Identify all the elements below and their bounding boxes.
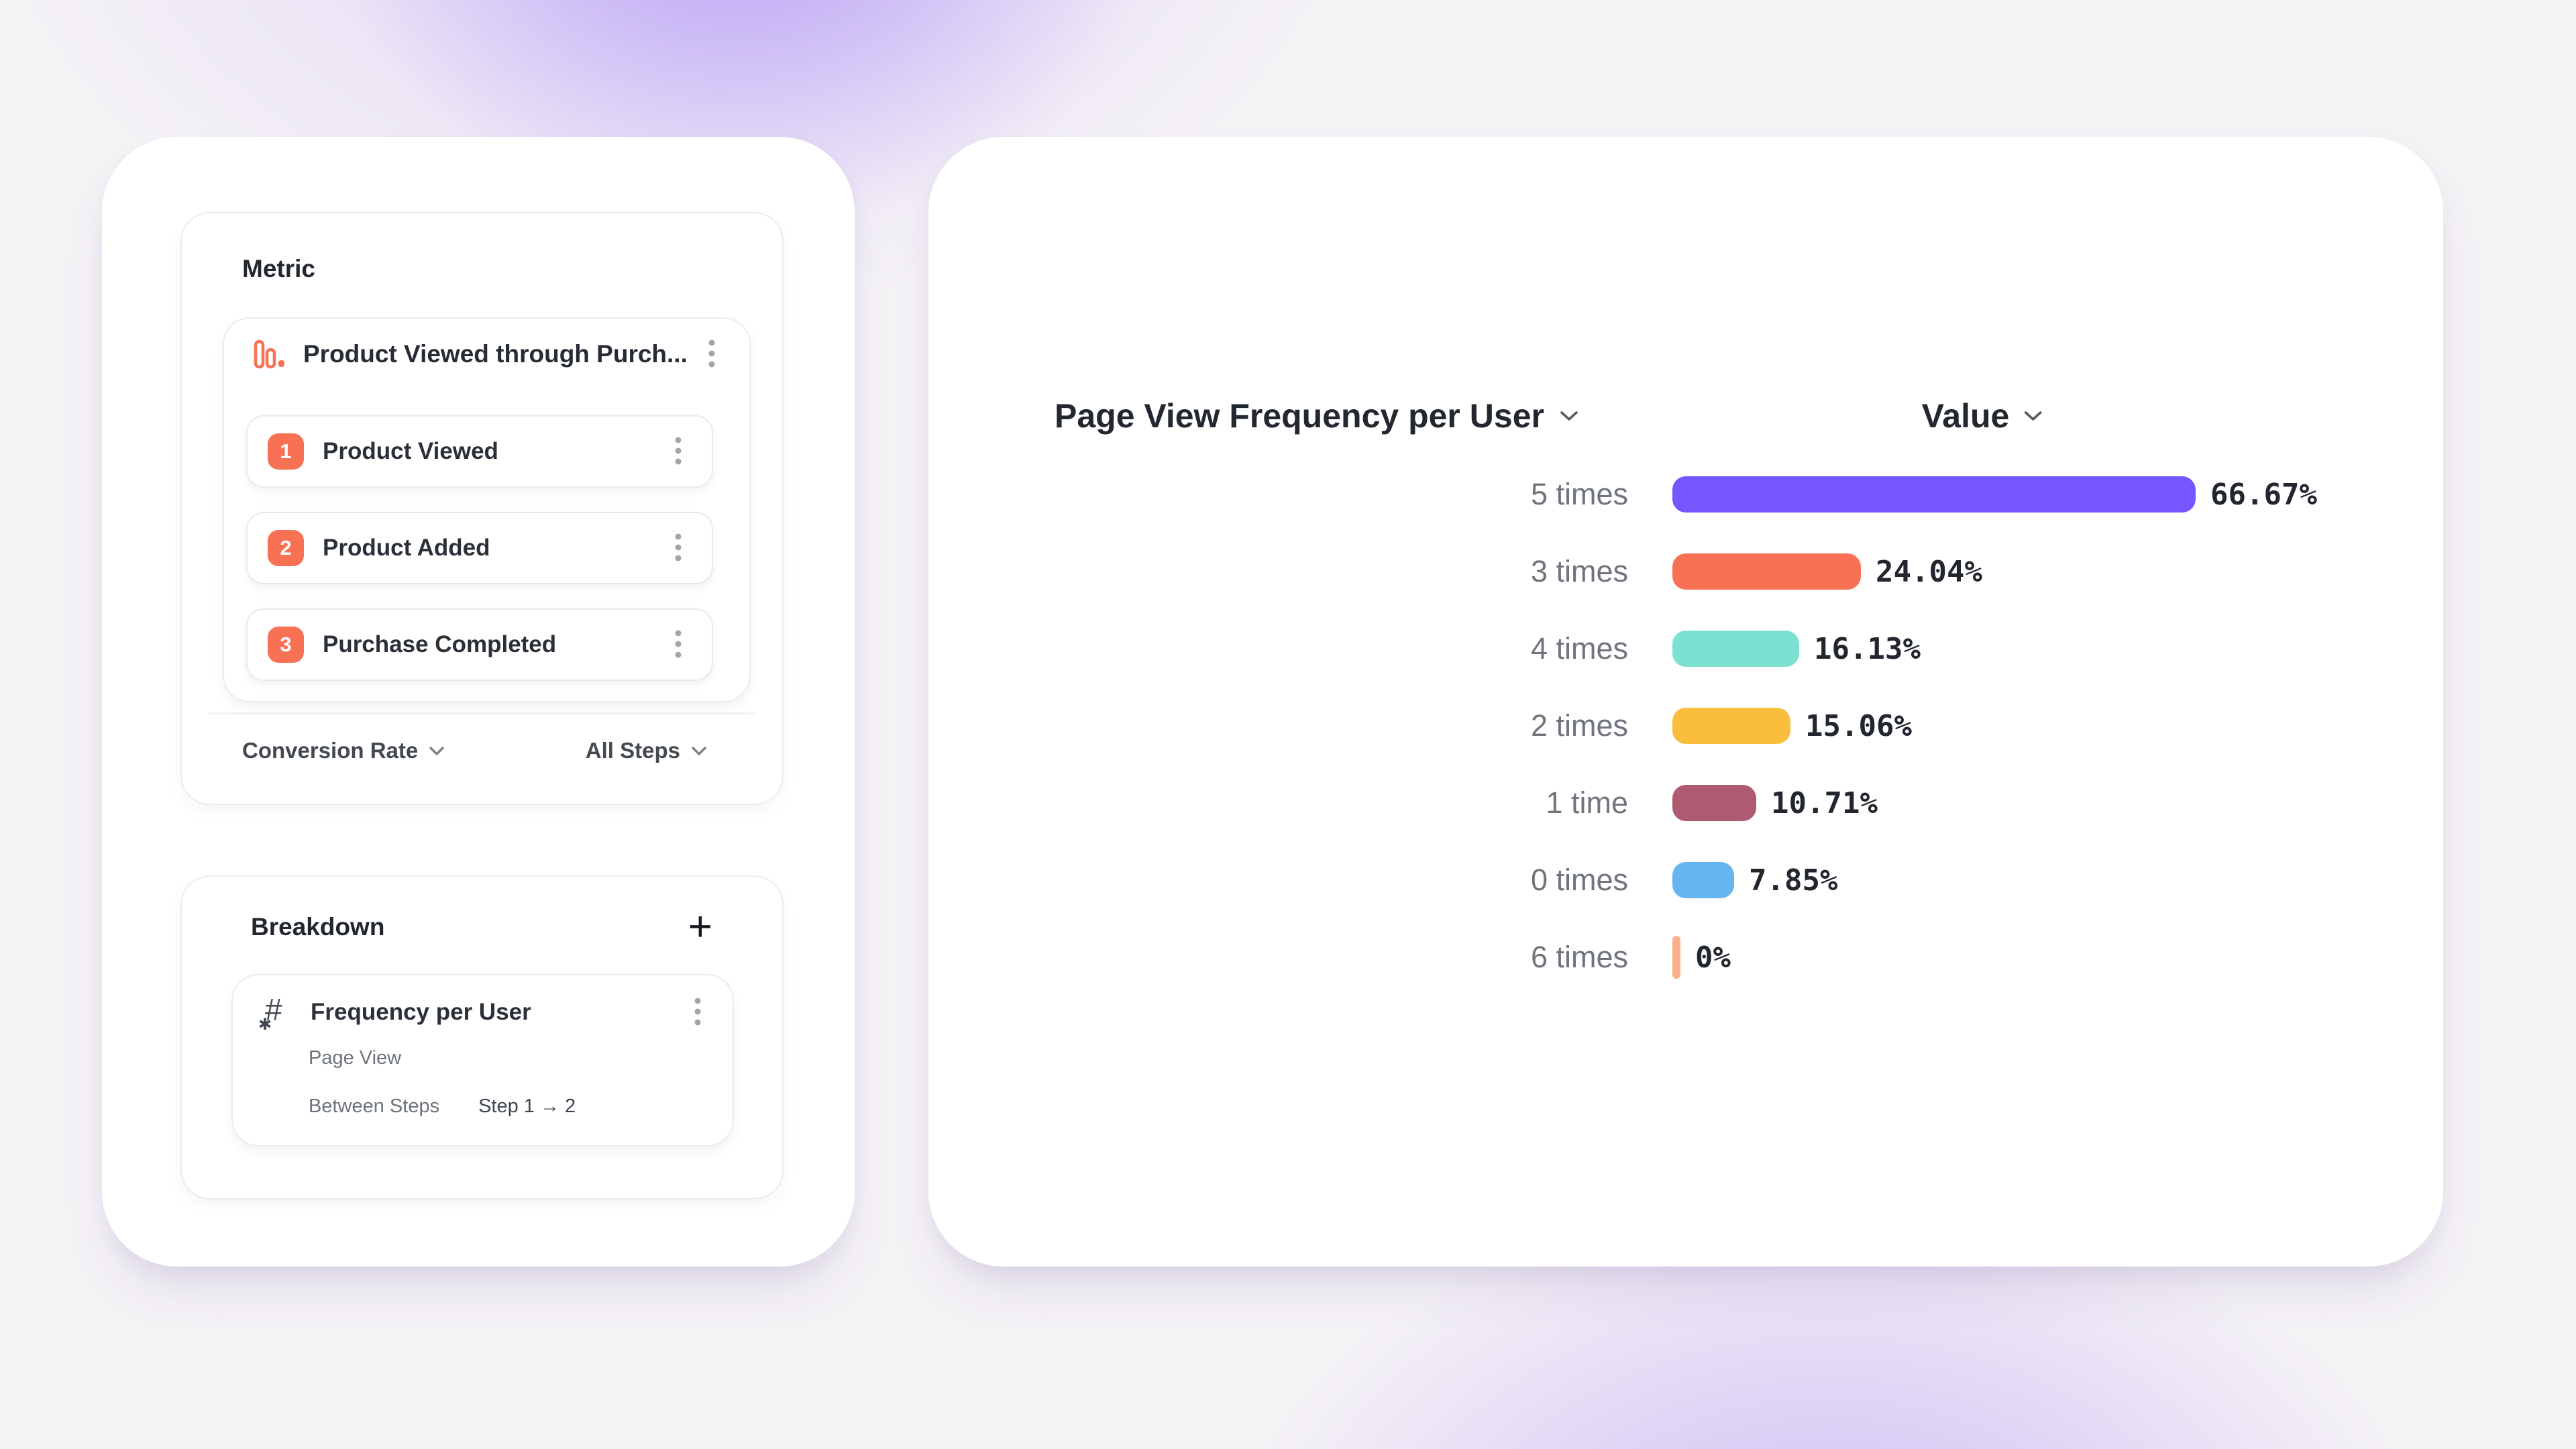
step-range-value: Step 1 → 2 bbox=[478, 1095, 576, 1117]
bar-category-label: 3 times bbox=[1530, 554, 1628, 588]
breakdown-event-name: Page View bbox=[309, 1047, 402, 1069]
conversion-rate-dropdown[interactable]: Conversion Rate bbox=[242, 738, 445, 763]
chart-row: 6 times 0% bbox=[928, 936, 1731, 979]
hash-asterisk-icon: # ✱ bbox=[258, 992, 282, 1034]
metric-footer: Conversion Rate All Steps bbox=[242, 738, 707, 763]
kebab-menu-icon[interactable] bbox=[697, 338, 727, 370]
chevron-down-icon bbox=[2024, 411, 2042, 421]
value-column-label: Value bbox=[1921, 397, 2010, 435]
funnel-metric-card[interactable]: Product Viewed through Purch... 1 Produc… bbox=[223, 317, 751, 702]
bar-value: 0% bbox=[1695, 940, 1731, 975]
metric-panel: Metric Product Viewed through Purch... 1… bbox=[180, 212, 784, 805]
bar-value: 66.67% bbox=[2210, 477, 2317, 512]
chart-row: 2 times 15.06% bbox=[928, 708, 1912, 744]
all-steps-label: All Steps bbox=[585, 738, 680, 763]
bar[interactable] bbox=[1672, 785, 1756, 821]
chart-row: 4 times 16.13% bbox=[928, 631, 1921, 667]
bar-value: 10.71% bbox=[1771, 786, 1878, 820]
step-label: Product Added bbox=[323, 535, 490, 561]
metric-builder-card: Metric Product Viewed through Purch... 1… bbox=[102, 137, 855, 1267]
bar-value: 24.04% bbox=[1876, 554, 1982, 589]
chart-title-dropdown[interactable]: Page View Frequency per User bbox=[1055, 397, 1579, 435]
chevron-down-icon bbox=[1560, 411, 1578, 421]
chart-card: Page View Frequency per User Value 5 tim… bbox=[928, 137, 2443, 1267]
bar[interactable] bbox=[1672, 708, 1790, 744]
chart-title: Page View Frequency per User bbox=[1055, 397, 1544, 435]
kebab-menu-icon[interactable] bbox=[663, 532, 693, 564]
funnel-metric-title: Product Viewed through Purch... bbox=[303, 340, 688, 368]
kebab-menu-icon[interactable] bbox=[683, 996, 712, 1028]
bar-value: 16.13% bbox=[1814, 631, 1921, 666]
step-label: Product Viewed bbox=[323, 438, 498, 464]
divider bbox=[209, 712, 755, 714]
breakdown-panel-title: Breakdown bbox=[251, 913, 385, 941]
bar-value: 7.85% bbox=[1749, 863, 1838, 898]
value-column-dropdown[interactable]: Value bbox=[1922, 397, 2043, 435]
conversion-rate-label: Conversion Rate bbox=[242, 738, 419, 763]
bar-category-label: 0 times bbox=[1530, 863, 1628, 897]
funnel-metric-header: Product Viewed through Purch... bbox=[252, 333, 727, 375]
chevron-down-icon bbox=[429, 746, 444, 755]
bar-value: 15.06% bbox=[1805, 708, 1912, 743]
step-number-badge: 1 bbox=[268, 433, 304, 470]
step-label: Purchase Completed bbox=[323, 631, 557, 657]
bar-category-label: 6 times bbox=[1530, 940, 1628, 974]
breakdown-item-card[interactable]: # ✱ Frequency per User Page View Between … bbox=[231, 974, 734, 1146]
step-number-badge: 2 bbox=[268, 530, 304, 566]
chevron-down-icon bbox=[692, 746, 706, 755]
funnel-bars-icon bbox=[254, 339, 284, 369]
chart-row: 0 times 7.85% bbox=[928, 862, 1837, 898]
breakdown-panel: Breakdown + # ✱ Frequency per User Page V… bbox=[180, 875, 784, 1199]
funnel-step-row[interactable]: 3 Purchase Completed bbox=[246, 608, 713, 681]
chart-row: 1 time 10.71% bbox=[928, 785, 1878, 821]
between-steps-label: Between Steps bbox=[309, 1095, 440, 1117]
bar[interactable] bbox=[1672, 553, 1861, 590]
add-breakdown-button[interactable]: + bbox=[688, 904, 712, 950]
all-steps-dropdown[interactable]: All Steps bbox=[586, 738, 707, 763]
bar-category-label: 4 times bbox=[1530, 631, 1628, 665]
bar-category-label: 2 times bbox=[1530, 708, 1628, 743]
bar[interactable] bbox=[1672, 631, 1799, 667]
chart-row: 5 times 66.67% bbox=[928, 476, 2317, 513]
bar[interactable] bbox=[1672, 476, 2196, 513]
chart-rows: 5 times 66.67% 3 times 24.04% 4 times 16.13% 2… bbox=[928, 137, 2443, 1267]
funnel-steps-list: 1 Product Viewed 2 Product Added 3 Purch… bbox=[246, 415, 713, 701]
metric-panel-title: Metric bbox=[242, 255, 315, 282]
bar[interactable] bbox=[1672, 936, 1680, 979]
breakdown-item-title: Frequency per User bbox=[311, 999, 531, 1025]
kebab-menu-icon[interactable] bbox=[663, 435, 693, 468]
bar[interactable] bbox=[1672, 862, 1734, 898]
funnel-step-row[interactable]: 2 Product Added bbox=[246, 512, 713, 584]
step-number-badge: 3 bbox=[268, 627, 304, 663]
chart-row: 3 times 24.04% bbox=[928, 553, 1982, 590]
kebab-menu-icon[interactable] bbox=[663, 629, 693, 661]
funnel-step-row[interactable]: 1 Product Viewed bbox=[246, 415, 713, 488]
bar-category-label: 5 times bbox=[1530, 477, 1628, 511]
bar-category-label: 1 time bbox=[1546, 786, 1628, 820]
